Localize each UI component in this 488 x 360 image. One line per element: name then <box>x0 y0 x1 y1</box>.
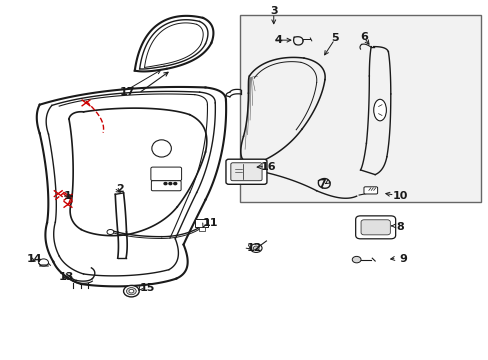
FancyBboxPatch shape <box>225 159 266 184</box>
Text: 8: 8 <box>396 222 404 231</box>
Circle shape <box>351 256 360 263</box>
FancyBboxPatch shape <box>363 187 377 194</box>
FancyBboxPatch shape <box>360 220 389 235</box>
FancyBboxPatch shape <box>151 167 181 181</box>
Text: 2: 2 <box>116 184 124 194</box>
Bar <box>198 226 204 231</box>
Ellipse shape <box>373 99 386 121</box>
Text: 1: 1 <box>64 191 72 201</box>
Text: 16: 16 <box>261 162 276 172</box>
Circle shape <box>250 244 262 252</box>
Text: 7: 7 <box>318 179 325 189</box>
Text: 15: 15 <box>139 283 154 293</box>
Text: 11: 11 <box>202 218 218 228</box>
Circle shape <box>253 246 259 250</box>
Text: 6: 6 <box>359 32 367 41</box>
Circle shape <box>168 183 171 185</box>
Text: 17: 17 <box>120 87 135 97</box>
Text: 12: 12 <box>246 243 262 253</box>
Text: 10: 10 <box>392 191 407 201</box>
Circle shape <box>39 259 48 266</box>
FancyBboxPatch shape <box>230 163 262 181</box>
Circle shape <box>163 183 166 185</box>
Circle shape <box>129 289 134 293</box>
Text: 3: 3 <box>269 6 277 17</box>
FancyBboxPatch shape <box>355 216 395 239</box>
Text: 9: 9 <box>398 254 406 264</box>
Text: 5: 5 <box>330 33 338 43</box>
Text: 4: 4 <box>274 35 282 45</box>
Bar <box>194 220 208 226</box>
Circle shape <box>126 288 136 295</box>
Bar <box>239 15 480 202</box>
Circle shape <box>173 183 176 185</box>
Circle shape <box>107 229 114 234</box>
Text: 13: 13 <box>59 272 74 282</box>
Ellipse shape <box>152 140 171 157</box>
FancyBboxPatch shape <box>151 181 181 191</box>
Text: 14: 14 <box>27 254 42 264</box>
Circle shape <box>123 285 139 297</box>
